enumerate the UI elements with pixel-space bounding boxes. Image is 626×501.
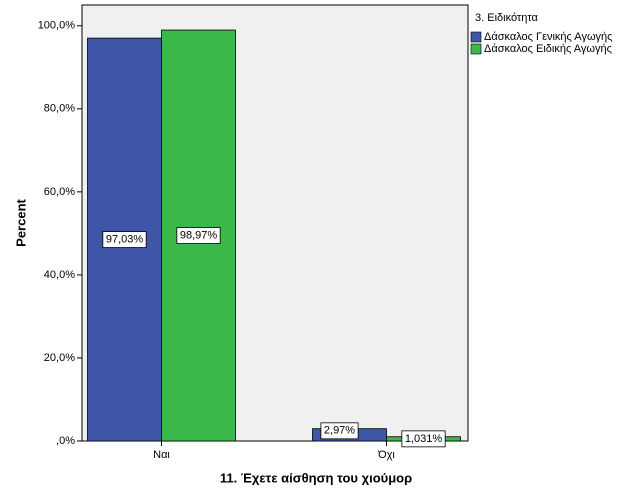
y-tick-label: 20,0%	[44, 352, 75, 364]
y-tick-label: ,0%	[56, 435, 75, 447]
legend-title: 3. Ειδικότητα	[475, 12, 539, 24]
legend-swatch	[470, 31, 482, 43]
x-axis-label: 11. Έχετε αίσθηση του χιούμορ	[220, 470, 412, 485]
value-label: 1,031%	[405, 433, 443, 445]
value-label: 97,03%	[106, 233, 144, 245]
value-label-box	[176, 227, 221, 244]
value-label-box	[102, 231, 147, 248]
x-tick-label: Όχι	[377, 449, 395, 461]
value-label-box	[401, 430, 446, 448]
legend-label: Δάσκαλος Ειδικής Αγωγής	[484, 43, 612, 55]
y-tick-label: 80,0%	[44, 103, 75, 115]
y-tick-label: 100,0%	[38, 20, 76, 32]
y-tick-label: 40,0%	[44, 269, 75, 281]
value-label: 2,97%	[324, 425, 355, 437]
y-tick-label: 60,0%	[44, 186, 75, 198]
legend-label: Δάσκαλος Γενικής Αγωγής	[484, 31, 612, 43]
legend-swatch	[470, 43, 482, 55]
value-label: 98,97%	[180, 229, 218, 241]
value-label-box	[320, 422, 359, 440]
x-tick-label: Ναι	[153, 449, 170, 461]
y-axis-label: Percent	[13, 198, 28, 246]
